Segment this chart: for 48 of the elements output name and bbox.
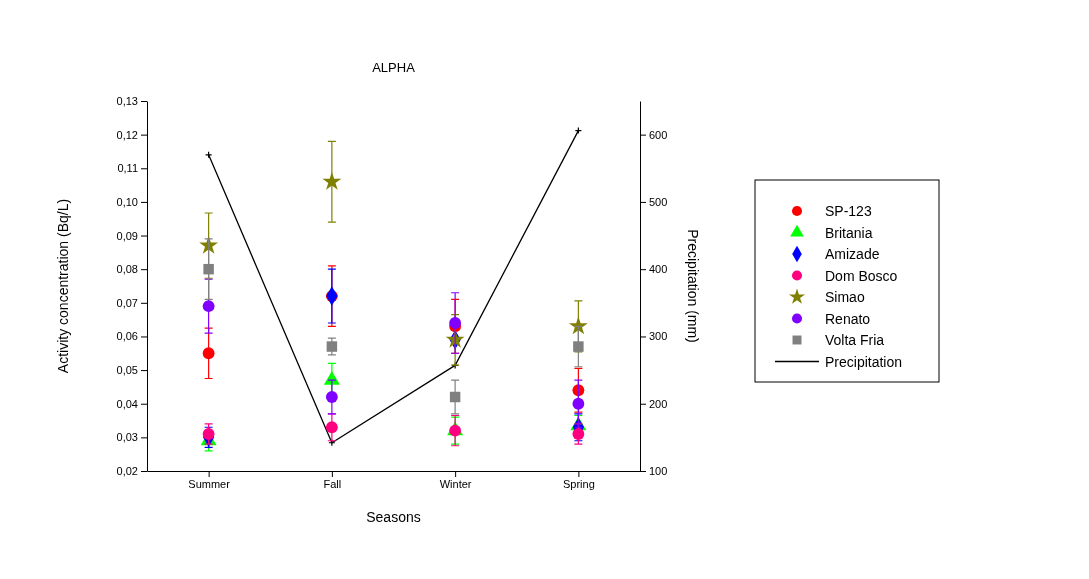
x-tick-label: Fall	[323, 477, 342, 490]
point	[202, 347, 215, 360]
legend-label: Dom Bosco	[825, 267, 898, 284]
y-tick-label: 0,11	[117, 162, 138, 175]
y-tick-label: 0,07	[116, 296, 138, 309]
point	[202, 428, 215, 440]
y-tick-label: 0,08	[116, 263, 138, 276]
legend-label: Precipitation	[825, 353, 903, 370]
y2-tick-label: 200	[649, 397, 668, 410]
x-axis-title: Seasons	[366, 509, 421, 525]
point	[326, 341, 338, 352]
x-tick-label: Spring	[562, 477, 595, 490]
y-tick-label: 0,09	[116, 229, 138, 242]
legend-label: Simao	[825, 289, 865, 305]
x-tick-label: Summer	[188, 477, 231, 490]
y-tick-label: 0,13	[116, 95, 138, 108]
point	[572, 428, 585, 440]
y2-tick-label: 500	[649, 195, 668, 208]
y-tick-label: 0,03	[116, 431, 138, 444]
y-tick-label: 0,06	[116, 330, 138, 343]
legend-label: Amizade	[825, 246, 880, 262]
y-tick-label: 0,04	[116, 397, 138, 410]
point	[325, 391, 338, 403]
y-tick-label: 0,12	[116, 128, 138, 141]
point	[328, 439, 336, 447]
y2-tick-label: 400	[649, 263, 668, 276]
point	[322, 171, 342, 190]
y-tick-label: 0,05	[116, 364, 138, 377]
y2-tick-label: 600	[649, 128, 668, 141]
legend-label: Volta Fria	[825, 332, 885, 348]
y-axis-title: Activity concentration (Bq/L)	[55, 198, 71, 374]
x-tick-label: Winter	[439, 477, 472, 490]
point	[572, 397, 585, 410]
chart-title: ALPHA	[372, 60, 416, 75]
y2-axis-title: Precipitation (mm)	[685, 229, 701, 343]
y-tick-label: 0,10	[116, 195, 138, 208]
point	[573, 341, 584, 352]
y-tick-label: 0,02	[116, 465, 138, 478]
y2-tick-label: 100	[649, 465, 668, 478]
legend-label: Renato	[825, 310, 871, 327]
legend-label: SP-123	[825, 203, 872, 219]
point	[202, 300, 215, 313]
point	[449, 391, 461, 403]
point	[203, 263, 214, 275]
point	[325, 421, 338, 434]
y2-tick-label: 300	[649, 330, 668, 343]
legend-label: Britania	[825, 224, 873, 241]
point	[449, 317, 462, 329]
